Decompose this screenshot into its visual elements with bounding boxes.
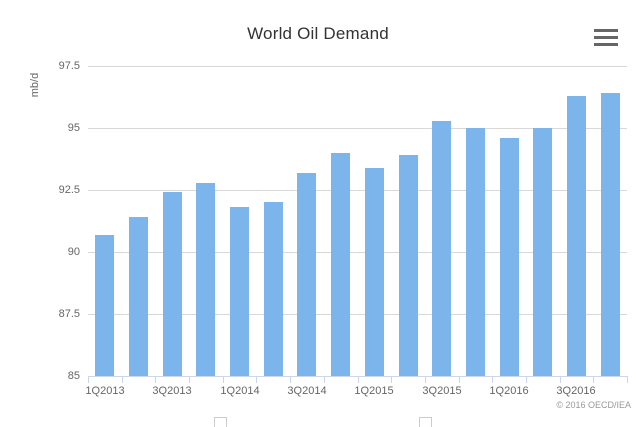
bar-4Q2016[interactable] xyxy=(601,93,620,376)
x-tick-label-1Q2016: 1Q2016 xyxy=(489,385,529,397)
hamburger-icon xyxy=(594,29,618,32)
x-axis-tick xyxy=(122,377,123,383)
y-tick-label-92.5: 92.5 xyxy=(58,184,80,196)
x-axis-tick xyxy=(526,377,527,383)
bar-1Q2016[interactable] xyxy=(500,138,519,376)
credit-label: © 2016 OECD/IEA xyxy=(556,400,631,410)
plot-area xyxy=(88,66,627,376)
y-tick-label-87.5: 87.5 xyxy=(58,308,80,320)
x-axis-tick xyxy=(290,377,291,383)
chart-context-menu-button[interactable] xyxy=(594,29,618,46)
x-tick-label-3Q2015: 3Q2015 xyxy=(422,385,462,397)
chart-title: World Oil Demand xyxy=(247,24,389,43)
x-axis-tick xyxy=(358,377,359,383)
bar-2Q2016[interactable] xyxy=(533,128,552,376)
bar-1Q2015[interactable] xyxy=(365,168,384,376)
bar-3Q2013[interactable] xyxy=(163,192,182,376)
x-axis-tick xyxy=(459,377,460,383)
x-axis-tick xyxy=(425,377,426,383)
x-axis-tick xyxy=(256,377,257,383)
x-tick-label-3Q2013: 3Q2013 xyxy=(152,385,192,397)
x-axis-tick xyxy=(560,377,561,383)
bar-1Q2013[interactable] xyxy=(95,235,114,376)
x-tick-label-1Q2015: 1Q2015 xyxy=(354,385,394,397)
bar-2Q2015[interactable] xyxy=(399,155,418,376)
y-tick-label-97.5: 97.5 xyxy=(58,60,80,72)
hamburger-icon xyxy=(594,43,618,46)
checkbox-partial-2[interactable] xyxy=(419,417,432,427)
checkbox-partial-1[interactable] xyxy=(214,417,227,427)
bar-3Q2015[interactable] xyxy=(432,121,451,376)
bar-2Q2014[interactable] xyxy=(264,202,283,376)
x-tick-label-1Q2013: 1Q2013 xyxy=(85,385,125,397)
gridline-90 xyxy=(88,252,627,253)
x-axis-tick xyxy=(593,377,594,383)
x-axis-tick xyxy=(223,377,224,383)
gridline-95 xyxy=(88,128,627,129)
x-axis-line xyxy=(88,376,628,377)
y-tick-label-90: 90 xyxy=(67,246,80,258)
x-axis-tick xyxy=(391,377,392,383)
x-axis-tick xyxy=(189,377,190,383)
y-tick-label-95: 95 xyxy=(67,122,80,134)
gridline-92.5 xyxy=(88,190,627,191)
x-tick-label-1Q2014: 1Q2014 xyxy=(220,385,260,397)
hamburger-icon xyxy=(594,36,618,39)
x-axis-tick xyxy=(492,377,493,383)
bar-2Q2013[interactable] xyxy=(129,217,148,376)
bar-4Q2014[interactable] xyxy=(331,153,350,376)
bar-1Q2014[interactable] xyxy=(230,207,249,376)
x-axis-tick xyxy=(627,377,628,383)
bar-3Q2014[interactable] xyxy=(297,173,316,376)
gridline-87.5 xyxy=(88,314,627,315)
x-axis-tick xyxy=(88,377,89,383)
bar-3Q2016[interactable] xyxy=(567,96,586,376)
x-tick-label-3Q2016: 3Q2016 xyxy=(556,385,596,397)
x-tick-label-3Q2014: 3Q2014 xyxy=(287,385,327,397)
x-axis-tick xyxy=(324,377,325,383)
bar-4Q2013[interactable] xyxy=(196,183,215,376)
bar-4Q2015[interactable] xyxy=(466,128,485,376)
x-axis-tick xyxy=(155,377,156,383)
y-tick-label-85: 85 xyxy=(67,370,80,382)
gridline-97.5 xyxy=(88,66,627,67)
